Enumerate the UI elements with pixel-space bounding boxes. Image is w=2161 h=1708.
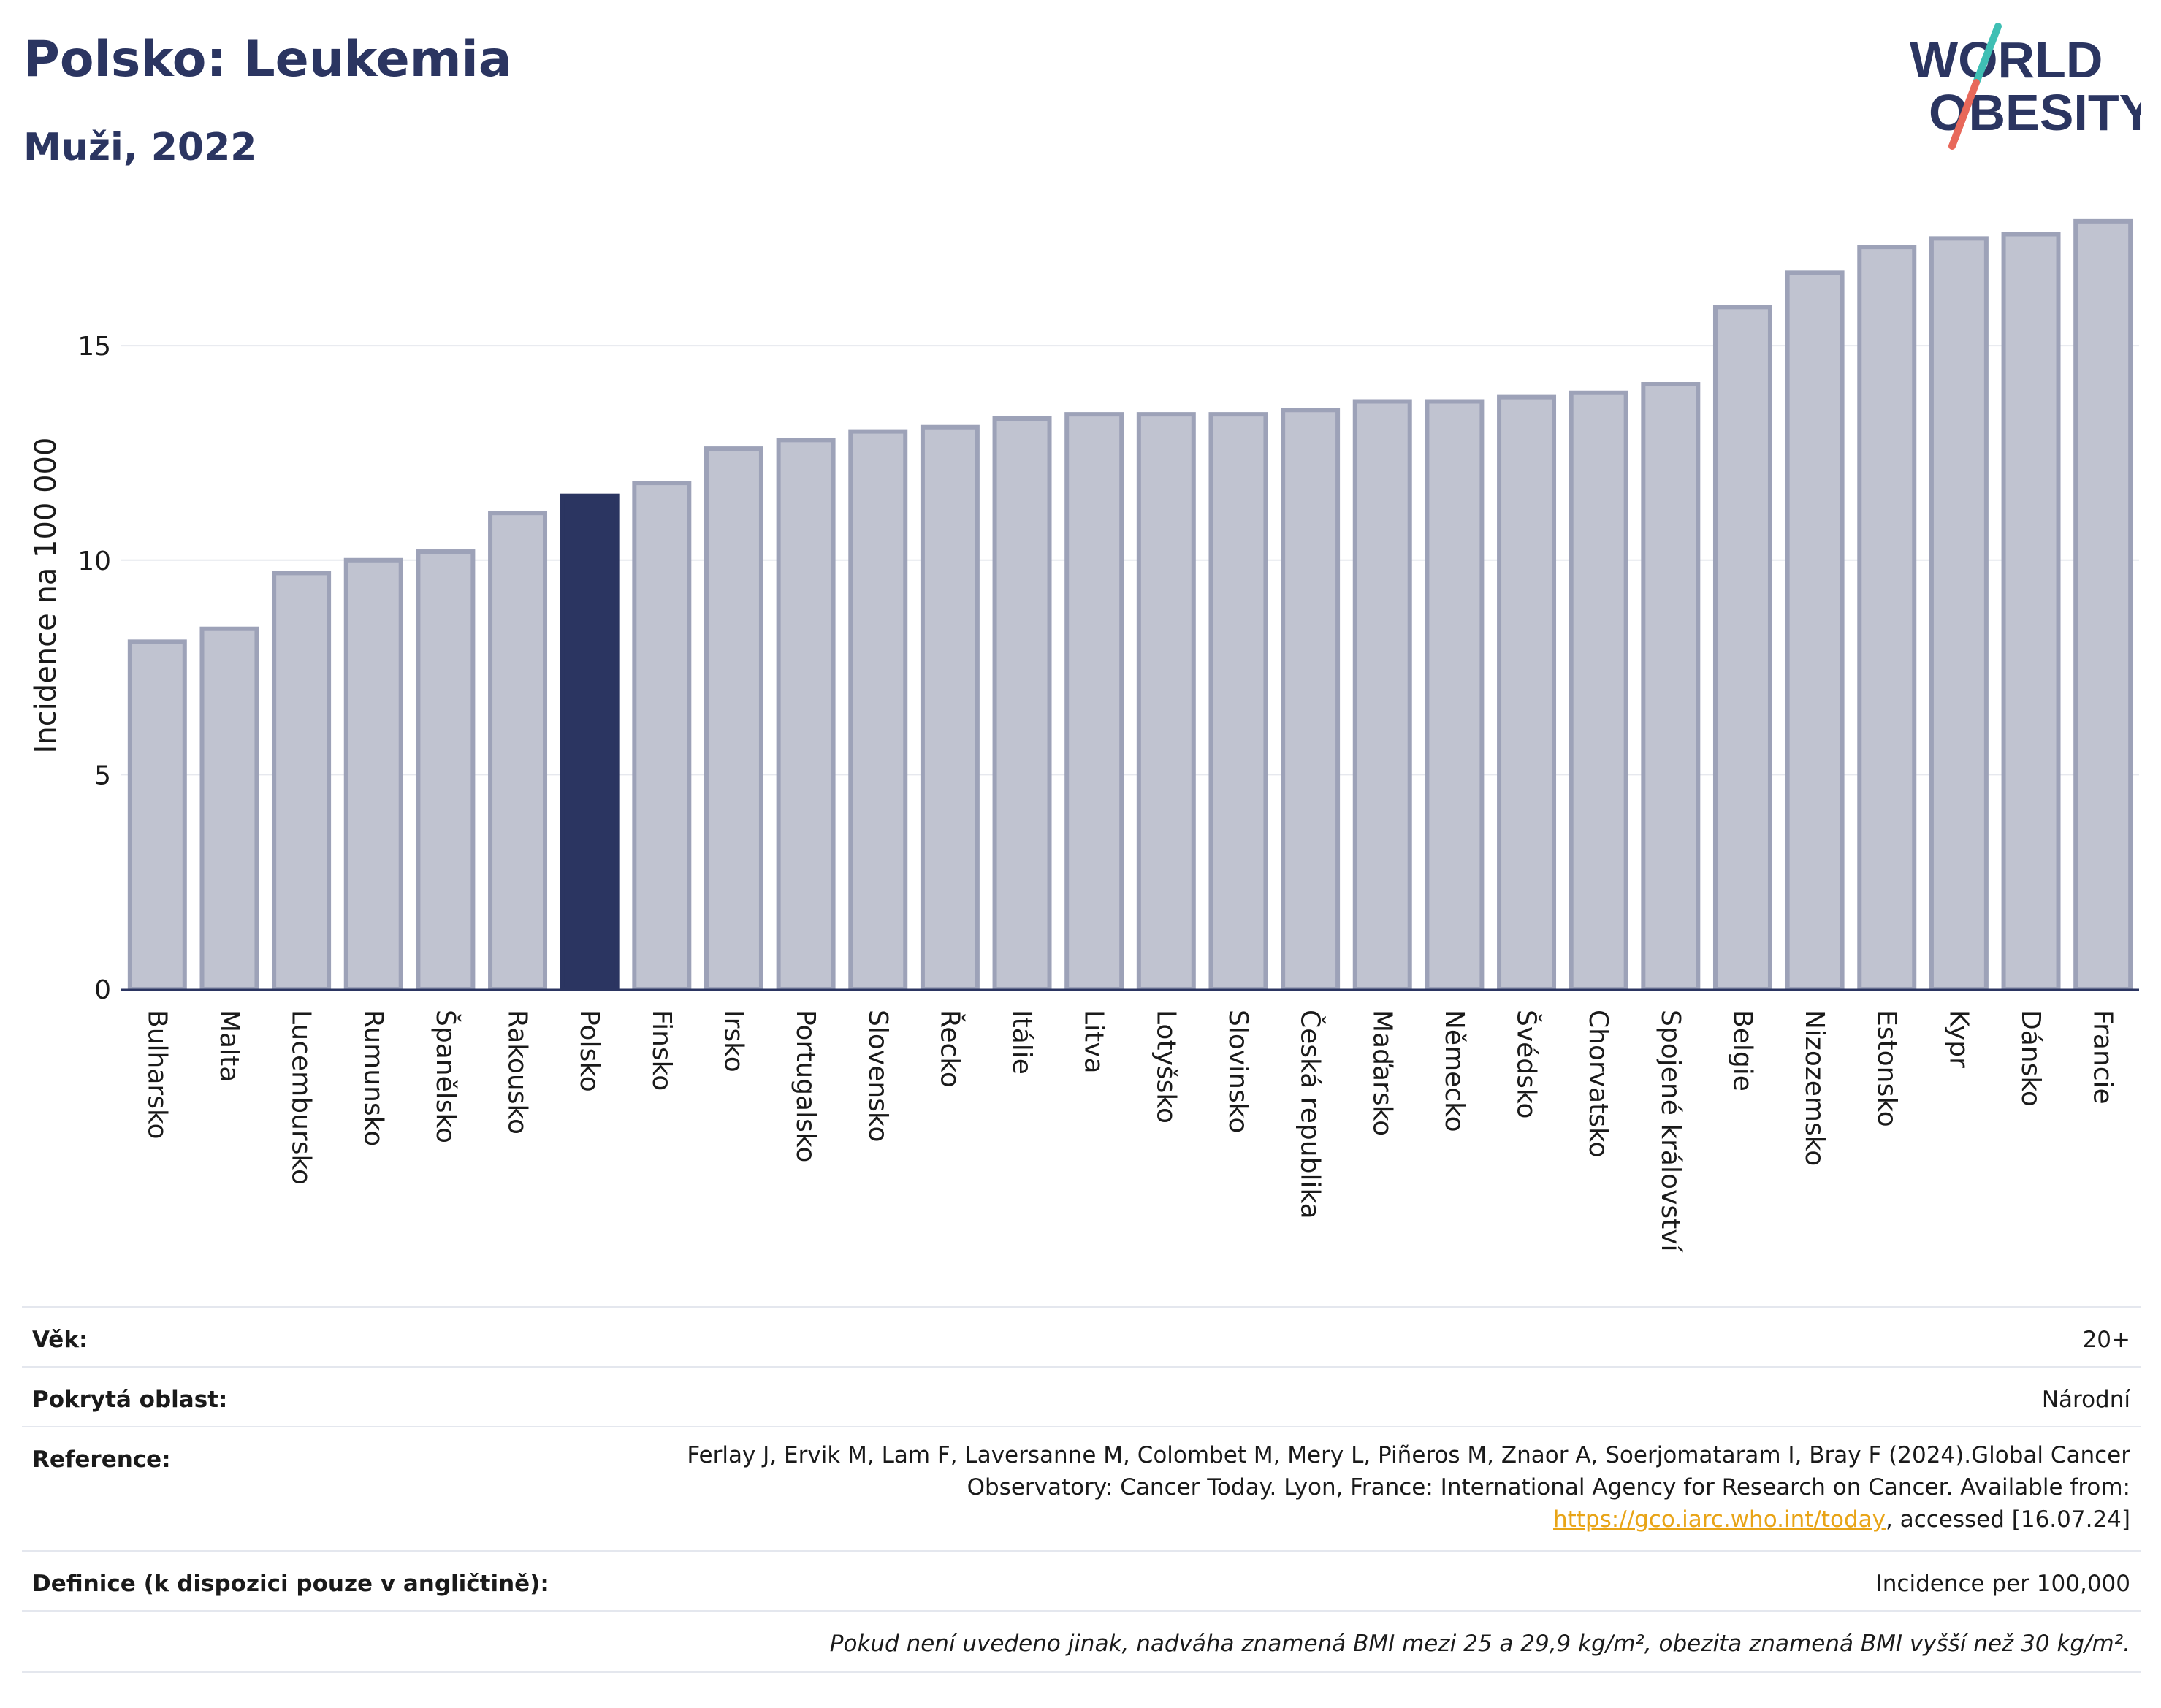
x-tick-label: Estonsko xyxy=(1872,1010,1902,1127)
info-row-age: Věk: 20+ xyxy=(22,1306,2141,1366)
bar-španělsko xyxy=(416,549,476,991)
bar-lucembursko xyxy=(272,571,332,991)
x-tick-label: Kypr xyxy=(1943,1010,1973,1068)
page-title: Polsko: Leukemia xyxy=(23,31,512,88)
bar-maďarsko xyxy=(1352,399,1412,991)
x-tick-label: Lucembursko xyxy=(286,1010,316,1185)
reference-value: Ferlay J, Ervik M, Lam F, Laversanne M, … xyxy=(633,1427,2130,1536)
bar-kypr xyxy=(1929,236,1989,992)
bar-malta xyxy=(199,626,259,991)
bar-francie xyxy=(2073,218,2133,992)
y-axis-label: Incidence na 100 000 xyxy=(29,438,63,754)
x-tick-label: Nizozemsko xyxy=(1799,1010,1829,1166)
x-tick-label: Portugalsko xyxy=(790,1010,820,1162)
definition-label: Definice (k dispozici pouze v angličtině… xyxy=(32,1571,549,1597)
x-tick-label: Rakousko xyxy=(503,1010,533,1135)
info-row-definition: Definice (k dispozici pouze v angličtině… xyxy=(22,1550,2141,1610)
x-tick-label: Irsko xyxy=(718,1010,748,1072)
y-tick-label: 15 xyxy=(77,332,111,362)
bar-rakousko xyxy=(488,511,548,991)
age-value: 20+ xyxy=(2082,1327,2130,1353)
definition-value: Incidence per 100,000 xyxy=(1875,1571,2130,1597)
y-axis-ticks: 0 5 10 15 xyxy=(77,332,111,1005)
area-label: Pokrytá oblast: xyxy=(32,1387,228,1413)
bar-polsko xyxy=(560,493,620,991)
info-row-note: Pokud není uvedeno jinak, nadváha znamen… xyxy=(22,1610,2141,1673)
info-row-area: Pokrytá oblast: Národní xyxy=(22,1366,2141,1426)
x-tick-label: Francie xyxy=(2088,1010,2118,1105)
page-subtitle: Muži, 2022 xyxy=(23,126,257,169)
bar-portugalsko xyxy=(776,438,836,991)
bar-spojené-království xyxy=(1641,382,1701,991)
x-tick-label: Řecko xyxy=(934,1010,965,1088)
x-tick-label: Maďarsko xyxy=(1367,1010,1397,1136)
x-tick-label: Dánsko xyxy=(2016,1010,2046,1107)
x-tick-label: Spojené království xyxy=(1655,1010,1685,1253)
x-tick-label: Finsko xyxy=(647,1010,676,1091)
bar-finsko xyxy=(632,481,692,991)
x-tick-label: Polsko xyxy=(574,1010,604,1092)
reference-link[interactable]: https://gco.iarc.who.int/today xyxy=(1553,1506,1886,1533)
x-tick-label: Litva xyxy=(1079,1010,1109,1074)
bar-slovensko xyxy=(848,429,908,991)
x-axis-ticks: Bulharsko Malta Lucembursko Rumunsko Španěls… xyxy=(142,1010,2117,1253)
bar-rumunsko xyxy=(343,557,403,991)
bar-belgie xyxy=(1712,305,1772,992)
x-tick-label: Španělsko xyxy=(430,1010,461,1143)
bar-bulharsko xyxy=(127,639,187,991)
x-tick-label: Lotyšsko xyxy=(1151,1010,1181,1124)
x-tick-label: Slovensko xyxy=(863,1010,893,1143)
x-tick-label: Chorvatsko xyxy=(1583,1010,1613,1158)
x-tick-label: Slovinsko xyxy=(1223,1010,1253,1133)
x-tick-label: Belgie xyxy=(1727,1010,1757,1091)
x-tick-label: Česká republika xyxy=(1295,1010,1326,1219)
bar-slovinsko xyxy=(1208,412,1268,991)
x-tick-label: Malta xyxy=(214,1010,244,1082)
x-tick-label: Švédsko xyxy=(1512,1010,1542,1119)
bar-dánsko xyxy=(2001,232,2061,991)
bar-estonsko xyxy=(1857,245,1917,992)
x-tick-label: Itálie xyxy=(1007,1010,1037,1075)
bar-itálie xyxy=(992,416,1052,991)
age-label: Věk: xyxy=(32,1327,88,1353)
info-table: Věk: 20+ Pokrytá oblast: Národní Referen… xyxy=(22,1306,2141,1673)
bar-nizozemsko xyxy=(1785,270,1845,992)
bar-chorvatsko xyxy=(1569,390,1628,991)
world-obesity-logo: WORLD OBESITY xyxy=(1910,23,2141,150)
bar-chart: 0 5 10 15 Bulharsko Malta Lucembursko Rumunsko… xyxy=(29,218,2139,1253)
x-tick-label: Rumunsko xyxy=(358,1010,388,1146)
y-tick-label: 5 xyxy=(94,760,111,790)
bar-litva xyxy=(1064,412,1124,991)
bmi-note: Pokud není uvedeno jinak, nadváha znamen… xyxy=(829,1631,2130,1657)
x-tick-label: Německo xyxy=(1439,1010,1469,1132)
logo-slash-top xyxy=(1973,23,2002,86)
info-row-reference: Reference: Ferlay J, Ervik M, Lam F, Lav… xyxy=(22,1426,2141,1550)
bar-česká-republika xyxy=(1281,408,1341,991)
logo-line-1: WORLD xyxy=(1910,31,2103,88)
reference-label: Reference: xyxy=(32,1446,171,1473)
y-tick-label: 10 xyxy=(77,546,111,576)
bar-irsko xyxy=(704,446,763,991)
bar-německo xyxy=(1425,399,1485,991)
x-tick-label: Bulharsko xyxy=(142,1010,172,1140)
reference-text: Ferlay J, Ervik M, Lam F, Laversanne M, … xyxy=(687,1442,2130,1501)
bar-lotyšsko xyxy=(1136,412,1196,991)
y-tick-label: 0 xyxy=(94,975,111,1005)
bar-švédsko xyxy=(1497,394,1557,991)
reference-accessed: , accessed [16.07.24] xyxy=(1885,1506,2130,1533)
area-value: Národní xyxy=(2041,1387,2130,1413)
logo-slash-bottom xyxy=(1948,79,1980,150)
chart-bars xyxy=(127,218,2133,992)
bar-řecko xyxy=(920,424,980,991)
